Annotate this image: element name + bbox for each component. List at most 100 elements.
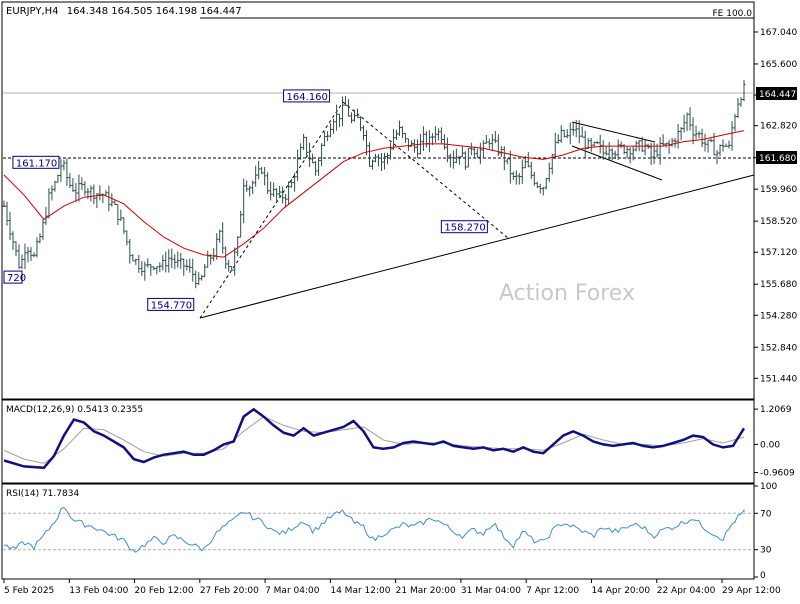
price-annotation: 164.160	[283, 89, 331, 103]
projection-line-1	[199, 101, 344, 319]
price-bar	[574, 119, 578, 138]
price-bar	[158, 262, 162, 273]
price-bar	[496, 134, 500, 156]
price-bar	[188, 258, 192, 273]
annotation-label: 720	[7, 273, 26, 284]
price-bar	[640, 136, 644, 153]
price-tick-label: 158.520	[760, 217, 797, 227]
price-bar	[595, 141, 599, 144]
price-bar	[179, 252, 183, 269]
price-bar	[251, 180, 255, 195]
price-bar	[146, 258, 150, 268]
price-bar	[430, 133, 434, 146]
price-annotations: 161.170 164.160 158.270 154.770 720	[3, 89, 488, 311]
price-bar	[619, 141, 623, 149]
price-bar	[185, 259, 189, 271]
price-bar	[511, 171, 515, 180]
price-bar	[631, 145, 635, 161]
annotation-label: 164.160	[287, 92, 328, 103]
price-bar	[260, 166, 264, 175]
macd-axis: 1.2069 0.00 -0.9609	[754, 405, 795, 479]
price-bar	[697, 131, 701, 139]
price-bar	[490, 134, 494, 152]
price-bar	[412, 139, 416, 153]
price-bar	[29, 247, 33, 262]
price-bar	[694, 125, 698, 140]
price-bar	[553, 132, 557, 159]
price-bar	[65, 158, 69, 186]
price-bar	[670, 137, 674, 147]
price-bar	[44, 206, 48, 226]
price-bar	[469, 142, 473, 156]
price-bar	[598, 134, 602, 154]
time-tick-label: 27 Feb 20:00	[200, 586, 259, 596]
price-bar	[415, 139, 419, 158]
price-bar	[53, 180, 57, 192]
price-bar	[11, 231, 15, 250]
price-bar	[724, 143, 728, 147]
price-bar	[448, 153, 452, 168]
price-bar	[350, 112, 354, 124]
price-bar	[326, 131, 330, 142]
price-bar	[296, 149, 300, 182]
price-tick-label: 155.680	[760, 280, 797, 290]
price-tick-label: 157.120	[760, 248, 797, 258]
price-tick-label: 152.840	[760, 343, 797, 353]
symbol-text: EURJPY,H4	[6, 6, 59, 17]
price-bar	[610, 148, 614, 161]
price-bar	[74, 182, 78, 202]
price-bar	[293, 172, 297, 192]
price-bar	[691, 117, 695, 145]
price-bar	[266, 172, 270, 194]
price-bar	[688, 107, 692, 131]
macd-title: MACD(12,26,9) 0.5413 0.2355	[6, 405, 143, 415]
price-bar	[727, 140, 731, 149]
price-bar	[197, 272, 201, 286]
price-bar	[703, 133, 707, 152]
price-bar	[5, 201, 9, 226]
price-bar	[275, 188, 279, 202]
price-bar	[242, 178, 246, 224]
price-bar	[508, 150, 512, 184]
price-bar	[2, 200, 6, 208]
price-bar	[80, 177, 84, 190]
price-bar	[164, 251, 168, 273]
price-bar	[391, 129, 395, 150]
price-bar	[568, 122, 572, 145]
price-bar	[400, 126, 404, 139]
price-bar	[131, 254, 135, 262]
price-bar	[314, 161, 318, 176]
price-bar	[368, 142, 372, 168]
price-bar	[481, 140, 485, 159]
price-bar	[421, 126, 425, 151]
price-bar	[245, 180, 249, 192]
moving-average-line	[3, 130, 745, 258]
rsi-title: RSI(14) 71.7834	[6, 489, 79, 499]
price-bar	[589, 137, 593, 152]
price-bar	[107, 185, 111, 212]
price-bar	[733, 114, 737, 132]
price-bar	[125, 230, 129, 246]
price-bar	[406, 138, 410, 151]
price-bar	[344, 95, 348, 106]
price-bar	[460, 146, 464, 158]
price-bar	[739, 97, 743, 107]
channel-upper-line	[571, 121, 656, 143]
price-bar	[98, 185, 102, 201]
ohlc-text: 164.348 164.505 164.198 164.447	[67, 6, 242, 17]
price-bar	[299, 143, 303, 160]
price-bar	[673, 137, 677, 148]
price-bar	[607, 142, 611, 161]
price-bar	[56, 174, 60, 183]
price-bar	[439, 127, 443, 144]
price-bar	[700, 128, 704, 148]
macd-tick-label: -0.9609	[760, 469, 795, 479]
price-bar	[311, 153, 315, 164]
price-bar	[317, 158, 321, 177]
price-bar	[502, 146, 506, 171]
price-bar	[113, 200, 117, 206]
price-bar	[110, 193, 114, 207]
annotation-label: 158.270	[444, 223, 485, 234]
price-bar	[173, 254, 177, 270]
